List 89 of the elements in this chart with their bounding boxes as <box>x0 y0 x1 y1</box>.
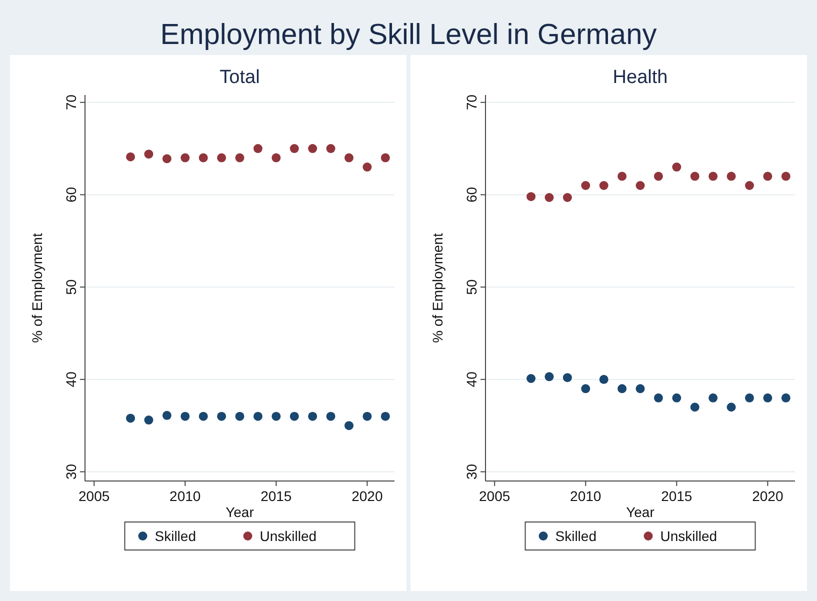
point <box>544 372 554 382</box>
x-tick-label: 2005 <box>479 488 510 504</box>
point <box>326 144 336 154</box>
point <box>599 181 608 190</box>
point <box>654 172 663 181</box>
point <box>526 192 536 202</box>
point <box>235 412 244 421</box>
point <box>362 162 372 172</box>
point <box>180 153 190 162</box>
y-tick-label: 50 <box>63 279 79 295</box>
point <box>308 412 318 421</box>
legend-label: Skilled <box>154 528 196 544</box>
point <box>708 393 718 402</box>
point <box>198 412 208 421</box>
point <box>618 172 627 181</box>
point <box>726 172 736 181</box>
point <box>581 384 590 394</box>
point <box>636 181 645 190</box>
chart-title: Employment by Skill Level in Germany <box>160 19 658 51</box>
point <box>144 150 154 159</box>
point <box>272 412 281 421</box>
x-axis-title: Year <box>226 504 254 520</box>
point <box>290 412 299 421</box>
point <box>126 414 136 423</box>
x-tick-label: 2010 <box>570 488 602 504</box>
point <box>326 412 336 421</box>
point <box>636 384 645 394</box>
point <box>380 412 390 421</box>
x-tick-label: 2010 <box>170 488 201 504</box>
point <box>544 193 554 202</box>
point <box>744 393 754 402</box>
point <box>599 374 608 384</box>
point <box>290 144 299 154</box>
point <box>763 393 772 402</box>
point <box>618 384 627 394</box>
point <box>672 162 682 172</box>
y-tick-label: 30 <box>63 464 79 480</box>
x-tick-label: 2015 <box>661 488 692 504</box>
chart-subtitle: Health <box>612 67 668 88</box>
chart-subtitle: Total <box>220 67 260 88</box>
x-tick-label: 2020 <box>752 488 784 504</box>
y-tick-label: 60 <box>63 186 79 203</box>
point <box>344 421 354 430</box>
point <box>690 172 700 181</box>
y-tick-label: 40 <box>464 371 480 388</box>
point <box>562 193 572 202</box>
point <box>344 153 354 162</box>
point <box>162 410 172 420</box>
point <box>253 144 262 154</box>
x-tick-label: 2020 <box>352 488 383 504</box>
point <box>235 153 244 162</box>
y-tick-label: 70 <box>464 94 480 110</box>
point <box>217 153 226 162</box>
y-tick-label: 40 <box>63 371 79 388</box>
point <box>654 393 663 402</box>
x-tick-label: 2005 <box>78 488 110 504</box>
point <box>253 412 262 421</box>
x-axis-title: Year <box>626 504 655 520</box>
point <box>308 144 318 154</box>
point <box>526 374 536 383</box>
point <box>690 402 700 412</box>
point <box>126 152 136 162</box>
legend-label: Skilled <box>555 528 596 544</box>
point <box>781 172 790 181</box>
point <box>380 153 390 162</box>
point <box>144 416 154 425</box>
point <box>217 412 226 421</box>
point <box>781 393 790 402</box>
legend-label: Unskilled <box>260 528 317 544</box>
y-tick-label: 50 <box>464 279 480 295</box>
point <box>562 373 572 382</box>
point <box>708 172 718 181</box>
y-tick-label: 60 <box>464 186 480 203</box>
point <box>726 402 736 412</box>
point <box>272 153 281 162</box>
point <box>744 181 754 190</box>
x-tick-label: 2015 <box>260 488 292 504</box>
y-tick-label: 30 <box>464 464 480 480</box>
point <box>763 172 772 181</box>
point <box>162 154 172 164</box>
y-tick-label: 70 <box>63 94 79 110</box>
y-axis-title: % of Employment <box>430 233 446 343</box>
point <box>362 412 372 421</box>
point <box>672 393 682 402</box>
legend-label: Unskilled <box>660 528 718 544</box>
point <box>198 153 208 162</box>
point <box>581 181 590 190</box>
y-axis-title: % of Employment <box>29 233 45 343</box>
point <box>180 412 190 421</box>
